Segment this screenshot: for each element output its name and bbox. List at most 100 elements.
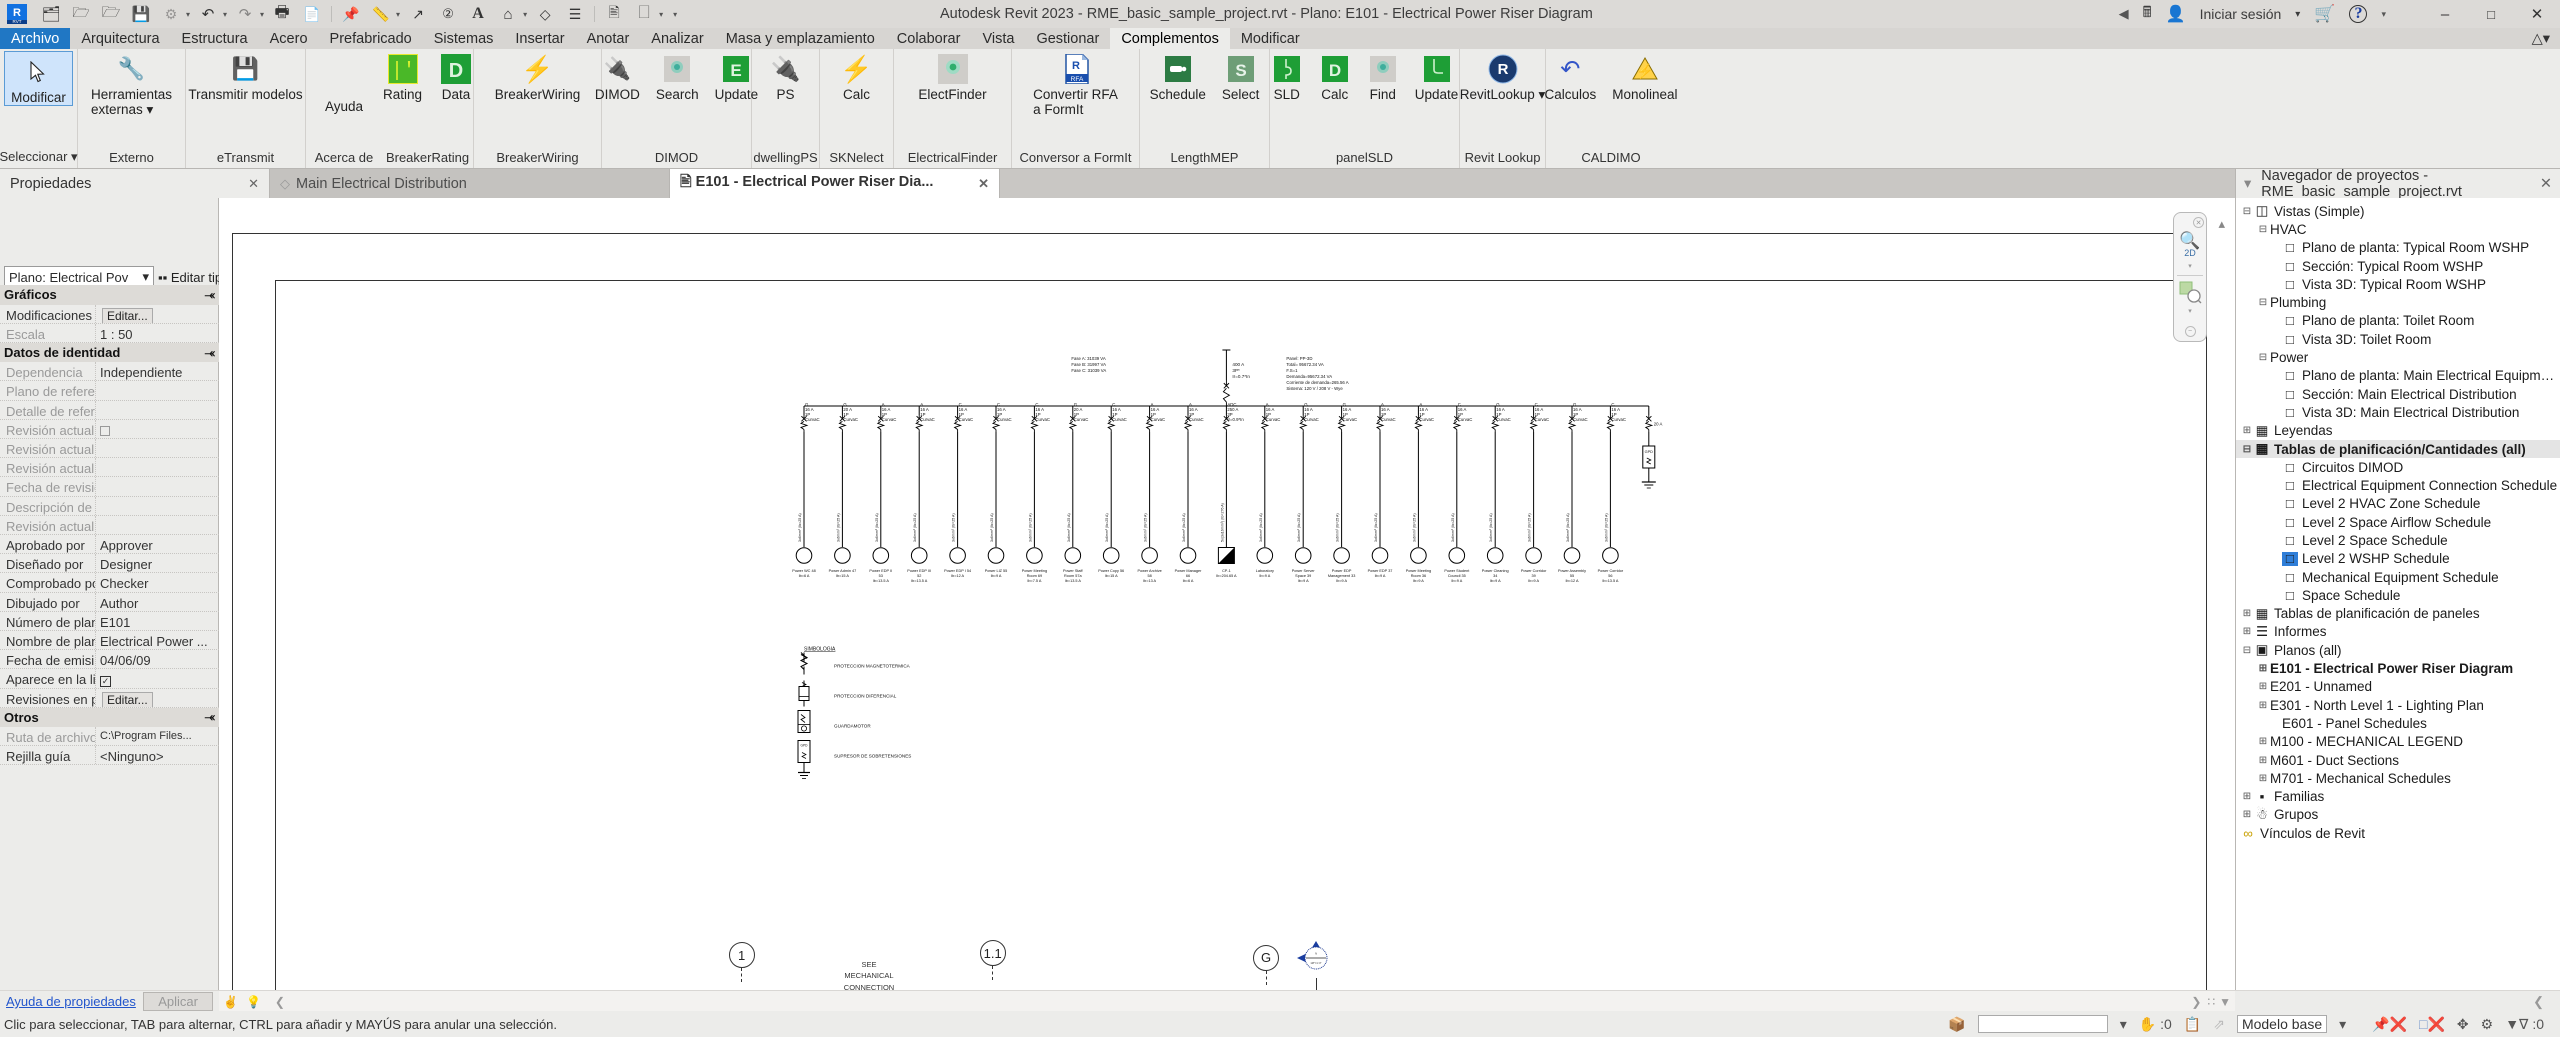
svg-text:Ib=9 A: Ib=9 A xyxy=(1336,579,1347,583)
svg-text:3x6mm² (Ib=25 A): 3x6mm² (Ib=25 A) xyxy=(1182,513,1186,542)
svg-text:Room 36: Room 36 xyxy=(1411,574,1426,578)
svg-text:Power Meeting: Power Meeting xyxy=(1406,569,1431,573)
svg-text:56: 56 xyxy=(1608,574,1612,578)
svg-text:R: R xyxy=(13,7,21,19)
svg-text:E: E xyxy=(731,61,742,80)
svg-text:CurvaC: CurvaC xyxy=(882,417,897,422)
svg-text:3x6mm² (Ib=25 A): 3x6mm² (Ib=25 A) xyxy=(1451,513,1455,542)
svg-text:3x6mm² (Ib=25 A): 3x6mm² (Ib=25 A) xyxy=(1604,513,1608,542)
svg-text:CurvaC: CurvaC xyxy=(1266,417,1281,422)
svg-text:Ib=15 A: Ib=15 A xyxy=(1105,574,1118,578)
svg-text:Power Manager: Power Manager xyxy=(1175,569,1203,573)
svg-text:R: R xyxy=(1497,61,1508,78)
svg-text:3x6mm² (Ib=25 A): 3x6mm² (Ib=25 A) xyxy=(952,513,956,542)
svg-text:Ib=6 A: Ib=6 A xyxy=(799,574,810,578)
svg-text:3x6mm² (Ib=25 A): 3x6mm² (Ib=25 A) xyxy=(913,513,917,542)
svg-text:GPD: GPD xyxy=(1645,450,1653,454)
svg-text:Power Archive: Power Archive xyxy=(1137,569,1161,573)
svg-text:N: N xyxy=(1315,951,1317,955)
svg-text:Space 39: Space 39 xyxy=(1295,574,1311,578)
svg-text:D: D xyxy=(449,60,463,82)
svg-text:CurvaC: CurvaC xyxy=(1535,417,1550,422)
svg-text:CurvaC: CurvaC xyxy=(1035,417,1050,422)
svg-text:CurvaC: CurvaC xyxy=(959,417,974,422)
svg-text:CurvaC: CurvaC xyxy=(997,417,1012,422)
svg-text:Power EDP I 54: Power EDP I 54 xyxy=(944,569,971,573)
svg-text:20 A: 20 A xyxy=(1654,422,1663,427)
svg-text:400 A: 400 A xyxy=(1232,362,1245,367)
svg-text:Ib=9 A: Ib=9 A xyxy=(1490,579,1501,583)
svg-text:53: 53 xyxy=(879,574,883,578)
svg-text:Power Copy 56: Power Copy 56 xyxy=(1098,569,1124,573)
svg-text:CurvaC: CurvaC xyxy=(1381,417,1396,422)
svg-text:1/8"=1'-0": 1/8"=1'-0" xyxy=(1311,961,1322,965)
svg-text:Ib=12 A: Ib=12 A xyxy=(951,574,964,578)
svg-text:Council 35: Council 35 xyxy=(1448,574,1466,578)
svg-text:Power Student: Power Student xyxy=(1444,569,1470,573)
svg-text:Ib=13.5 A: Ib=13.5 A xyxy=(873,579,890,583)
svg-text:Power Server: Power Server xyxy=(1292,569,1316,573)
svg-text:Panel: PP-3D: Panel: PP-3D xyxy=(1286,356,1312,361)
svg-text:3x6mm² (Ib=25 A): 3x6mm² (Ib=25 A) xyxy=(836,513,840,542)
svg-text:3x6mm² (Ib=25 A): 3x6mm² (Ib=25 A) xyxy=(1412,513,1416,542)
svg-text:Ir=0.7*In: Ir=0.7*In xyxy=(1232,374,1250,379)
svg-text:3x6mm² (Ib=25 A): 3x6mm² (Ib=25 A) xyxy=(1566,513,1570,542)
svg-text:Ir=0.9*In: Ir=0.9*In xyxy=(1227,417,1244,422)
svg-text:Ib=12 A: Ib=12 A xyxy=(1566,579,1579,583)
svg-text:3P*: 3P* xyxy=(1232,368,1240,373)
svg-text:Ib=9 A: Ib=9 A xyxy=(1259,574,1270,578)
svg-text:3x6mm² (Ib=25 A): 3x6mm² (Ib=25 A) xyxy=(1105,513,1109,542)
svg-text:Power Meeting: Power Meeting xyxy=(1022,569,1047,573)
svg-text:Ib=9 A: Ib=9 A xyxy=(1375,574,1386,578)
svg-text:Fase B: 31997 VA: Fase B: 31997 VA xyxy=(1071,362,1106,367)
svg-text:Power Assembly: Power Assembly xyxy=(1558,569,1586,573)
svg-text:CurvaC: CurvaC xyxy=(1189,417,1204,422)
svg-text:GPD: GPD xyxy=(801,744,809,748)
svg-text:CurvaC: CurvaC xyxy=(1112,417,1127,422)
svg-text:3x6mm² (Ib=25 A): 3x6mm² (Ib=25 A) xyxy=(1028,513,1032,542)
svg-text:CurvaC: CurvaC xyxy=(1458,417,1473,422)
svg-text:Power Admin 47: Power Admin 47 xyxy=(829,569,857,573)
svg-text:58: 58 xyxy=(1147,574,1151,578)
svg-text:SUPRESOR DE SOBRETENSIONES: SUPRESOR DE SOBRETENSIONES xyxy=(834,754,911,759)
svg-text:Power EDP II: Power EDP II xyxy=(869,569,892,573)
svg-text:Ib=9 A: Ib=9 A xyxy=(1528,579,1539,583)
svg-text:S: S xyxy=(1235,61,1246,80)
svg-text:3x6mm² (Ib=25 A): 3x6mm² (Ib=25 A) xyxy=(875,513,879,542)
svg-text:|': |' xyxy=(390,60,414,83)
svg-text:CurvaC: CurvaC xyxy=(1151,417,1166,422)
svg-text:CurvaC: CurvaC xyxy=(1611,417,1626,422)
svg-text:5x(3x16mm²) (Ib=276 A): 5x(3x16mm²) (Ib=276 A) xyxy=(1220,503,1224,542)
svg-text:3x6mm² (Ib=25 A): 3x6mm² (Ib=25 A) xyxy=(990,513,994,542)
svg-text:Ib=13.5 A: Ib=13.5 A xyxy=(1065,579,1082,583)
svg-text:Fase C: 31039 VA: Fase C: 31039 VA xyxy=(1071,368,1106,373)
svg-text:Ib=204.65 A: Ib=204.65 A xyxy=(1216,574,1237,578)
svg-text:3x6mm² (Ib=25 A): 3x6mm² (Ib=25 A) xyxy=(1374,513,1378,542)
svg-text:3x6mm² (Ib=25 A): 3x6mm² (Ib=25 A) xyxy=(1259,513,1263,542)
svg-text:3x6mm² (Ib=25 A): 3x6mm² (Ib=25 A) xyxy=(798,513,802,542)
svg-text:GUARDAMOTOR: GUARDAMOTOR xyxy=(834,724,871,729)
svg-text:CurvaC: CurvaC xyxy=(920,417,935,422)
svg-text:Ib=13.5 A: Ib=13.5 A xyxy=(1602,579,1619,583)
svg-text:3x6mm² (Ib=25 A): 3x6mm² (Ib=25 A) xyxy=(1336,513,1340,542)
svg-text:3x6mm² (Ib=25 A): 3x6mm² (Ib=25 A) xyxy=(1297,513,1301,542)
svg-text:SIMBOLOGIA: SIMBOLOGIA xyxy=(804,647,836,653)
svg-text:39: 39 xyxy=(1531,574,1535,578)
svg-text:Room 57a: Room 57a xyxy=(1064,574,1082,578)
svg-text:Ib=9 A: Ib=9 A xyxy=(1451,579,1462,583)
svg-text:CurvaC: CurvaC xyxy=(1074,417,1089,422)
svg-text:Power EDP: Power EDP xyxy=(1332,569,1352,573)
svg-text:Ib=9 A: Ib=9 A xyxy=(1413,579,1424,583)
svg-text:3x6mm² (Ib=25 A): 3x6mm² (Ib=25 A) xyxy=(1528,513,1532,542)
svg-text:Ib=9 A: Ib=9 A xyxy=(991,574,1002,578)
svg-text:RVT: RVT xyxy=(13,19,22,24)
svg-text:55: 55 xyxy=(1570,574,1574,578)
svg-text:Fase A: 31039 VA: Fase A: 31039 VA xyxy=(1071,356,1105,361)
svg-text:CurvaC: CurvaC xyxy=(1343,417,1358,422)
svg-text:CurvaC: CurvaC xyxy=(1496,417,1511,422)
svg-text:Power EDP 37: Power EDP 37 xyxy=(1368,569,1393,573)
svg-text:Power WC 48: Power WC 48 xyxy=(792,569,815,573)
svg-text:Power Cleaning: Power Cleaning xyxy=(1482,569,1509,573)
svg-text:Ib=13.5 A: Ib=13.5 A xyxy=(911,579,928,583)
svg-text:Power Corridor: Power Corridor xyxy=(1598,569,1624,573)
